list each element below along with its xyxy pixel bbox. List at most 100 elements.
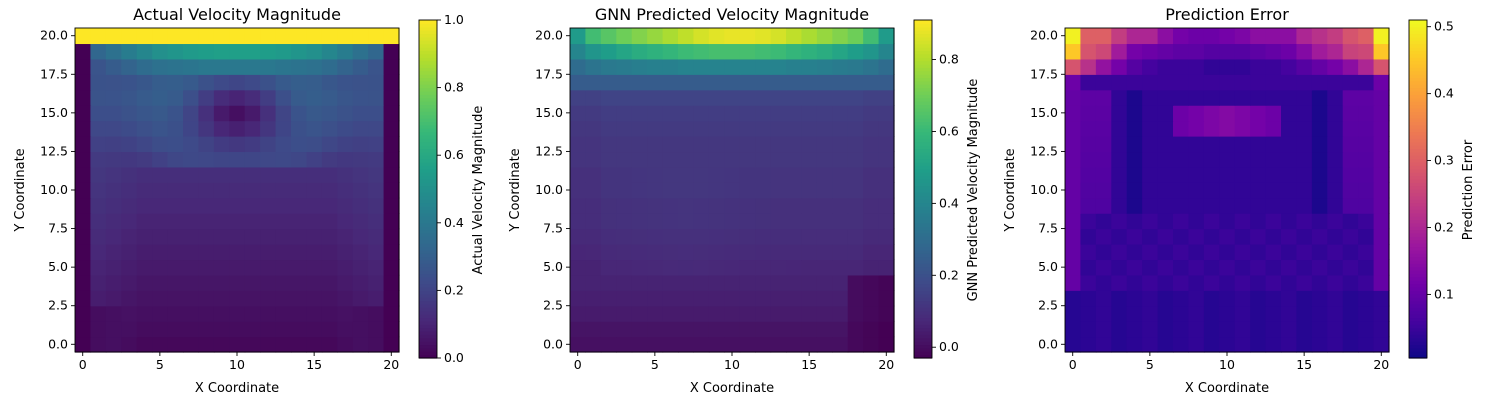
heatmap-cells — [75, 28, 400, 353]
heatmap-cell — [198, 197, 215, 214]
colorbar-segment — [1409, 256, 1427, 261]
heatmap-cell — [1173, 336, 1190, 353]
heatmap-cell — [1219, 74, 1236, 91]
heatmap-cell — [770, 197, 787, 214]
heatmap-cell — [662, 182, 679, 199]
heatmap-cell — [244, 120, 261, 137]
heatmap-cell — [600, 197, 617, 214]
heatmap-cell — [121, 151, 138, 168]
colorbar-segment — [914, 70, 932, 75]
heatmap-cell — [275, 28, 292, 45]
heatmap-cell — [647, 74, 664, 91]
heatmap-cell — [321, 321, 338, 338]
heatmap-cell — [1219, 290, 1236, 307]
colorbar-segment — [914, 151, 932, 156]
colorbar-segment — [419, 94, 437, 99]
heatmap-cell — [1311, 290, 1328, 307]
heatmap-cell — [816, 43, 833, 60]
colorbar-segment — [1409, 330, 1427, 335]
heatmap-cell — [570, 228, 587, 245]
colorbar-segment — [1409, 161, 1427, 166]
heatmap-cell — [352, 213, 369, 230]
heatmap-cell — [152, 120, 169, 137]
heatmap-cell — [708, 28, 725, 45]
heatmap-cell — [1342, 290, 1359, 307]
heatmap-cell — [244, 228, 261, 245]
heatmap-cell — [1111, 58, 1128, 75]
heatmap-cell — [1142, 259, 1159, 276]
heatmap-cell — [352, 305, 369, 322]
heatmap-cell — [1281, 259, 1298, 276]
heatmap-cell — [183, 136, 200, 153]
heatmap-cell — [337, 151, 354, 168]
heatmap-cell — [708, 305, 725, 322]
heatmap-cell — [121, 213, 138, 230]
colorbar-segment — [419, 118, 437, 122]
heatmap-cell — [337, 182, 354, 199]
colorbar-segment — [1409, 175, 1427, 180]
heatmap-cell — [739, 244, 756, 261]
heatmap-cell — [678, 290, 695, 307]
heatmap-cell — [1327, 74, 1344, 91]
heatmap-cell — [229, 305, 246, 322]
colorbar-segment — [1409, 121, 1427, 126]
heatmap-cell — [352, 105, 369, 122]
heatmap-cell — [383, 274, 400, 291]
heatmap-cell — [152, 336, 169, 353]
heatmap-cell — [1373, 244, 1390, 261]
heatmap-cell — [167, 213, 184, 230]
heatmap-cell — [708, 336, 725, 353]
heatmap-cell — [1265, 151, 1282, 168]
heatmap-cell — [755, 290, 772, 307]
colorbar-segment — [1409, 327, 1427, 332]
heatmap-cell — [121, 197, 138, 214]
heatmap-cell — [1065, 274, 1082, 291]
heatmap-cell — [708, 58, 725, 75]
heatmap-cell — [306, 213, 323, 230]
colorbar-segment — [419, 70, 437, 75]
heatmap-cell — [1342, 136, 1359, 153]
heatmap-cell — [1142, 228, 1159, 245]
heatmap-cell — [1358, 58, 1375, 75]
colorbar-segment — [1409, 246, 1427, 251]
colorbar-frame — [1408, 19, 1428, 359]
heatmap-cell — [1065, 182, 1082, 199]
colorbar-tick-label: 0.5 — [1434, 19, 1454, 34]
heatmap-cell — [1327, 151, 1344, 168]
heatmap-cell — [1327, 321, 1344, 338]
heatmap-cell — [368, 228, 385, 245]
heatmap-cell — [275, 336, 292, 353]
heatmap-cell — [1111, 182, 1128, 199]
heatmap-cell — [1173, 244, 1190, 261]
heatmap-cell — [198, 228, 215, 245]
colorbar-segment — [1409, 226, 1427, 231]
heatmap-cell — [105, 166, 122, 183]
heatmap-cell — [1234, 274, 1251, 291]
colorbar-frame — [418, 19, 438, 359]
heatmap-cell — [600, 305, 617, 322]
colorbar-segment — [1409, 334, 1427, 339]
heatmap-cell — [1311, 105, 1328, 122]
heatmap-cell — [847, 58, 864, 75]
heatmap-cell — [863, 58, 880, 75]
heatmap-cell — [847, 136, 864, 153]
colorbar-segment — [1409, 185, 1427, 190]
heatmap-cell — [306, 305, 323, 322]
heatmap-cell — [1265, 74, 1282, 91]
heatmap-cell — [1095, 182, 1112, 199]
heatmap-cell — [275, 166, 292, 183]
heatmap-cell — [1265, 43, 1282, 60]
heatmap-cell — [570, 105, 587, 122]
heatmap-cell — [1296, 305, 1313, 322]
heatmap-cell — [167, 166, 184, 183]
heatmap-cell — [1080, 274, 1097, 291]
colorbar: 0.00.20.40.60.8 — [913, 19, 959, 359]
heatmap-cell — [847, 105, 864, 122]
colorbar-segment — [914, 20, 932, 24]
colorbar-segment — [914, 246, 932, 251]
colorbar-segment — [914, 114, 932, 119]
colorbar-segment — [419, 347, 437, 352]
heatmap-cell — [167, 74, 184, 91]
heatmap-cell — [600, 74, 617, 91]
heatmap-cell — [1219, 274, 1236, 291]
